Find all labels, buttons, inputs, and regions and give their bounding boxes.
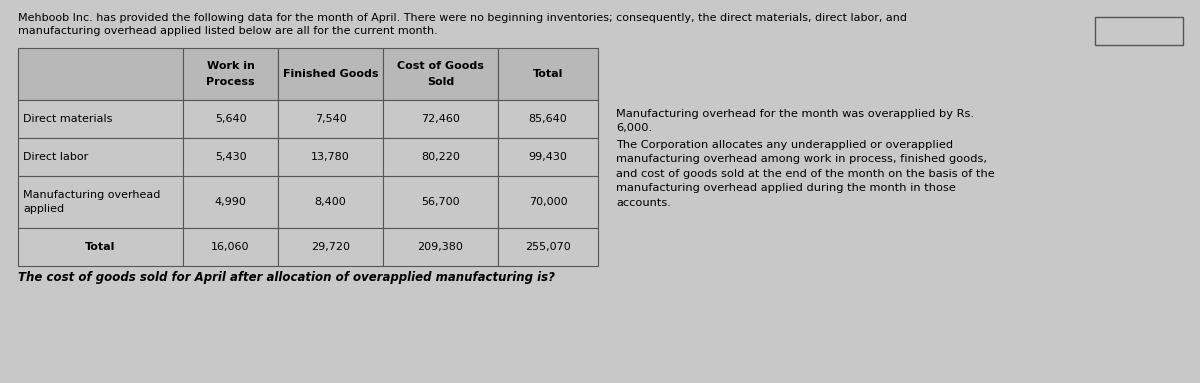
Text: The Corporation allocates any underapplied or overapplied
manufacturing overhead: The Corporation allocates any underappli…: [616, 140, 995, 208]
Text: Finished Goods: Finished Goods: [283, 69, 378, 79]
Text: applied: applied: [23, 204, 64, 214]
Bar: [18, 228, 182, 266]
Text: Manufacturing overhead: Manufacturing overhead: [23, 190, 161, 200]
Bar: [498, 100, 598, 138]
Bar: [498, 138, 598, 176]
Text: 5,640: 5,640: [215, 114, 246, 124]
Text: Process: Process: [206, 77, 254, 87]
Text: 5,430: 5,430: [215, 152, 246, 162]
Bar: [182, 138, 278, 176]
Bar: [278, 228, 383, 266]
Bar: [383, 138, 498, 176]
Text: Manufacturing overhead for the month was overapplied by Rs.
6,000.: Manufacturing overhead for the month was…: [616, 109, 974, 133]
Bar: [278, 176, 383, 228]
Text: Total: Total: [533, 69, 563, 79]
Text: 8,400: 8,400: [314, 197, 347, 207]
Text: 99,430: 99,430: [528, 152, 568, 162]
Text: 255,070: 255,070: [526, 242, 571, 252]
Text: 70,000: 70,000: [529, 197, 568, 207]
Text: Direct materials: Direct materials: [23, 114, 113, 124]
Bar: [1096, 17, 1183, 45]
Bar: [383, 48, 498, 100]
Bar: [498, 228, 598, 266]
Text: Total: Total: [85, 242, 115, 252]
Text: 29,720: 29,720: [311, 242, 350, 252]
Text: 85,640: 85,640: [529, 114, 568, 124]
Text: 13,780: 13,780: [311, 152, 350, 162]
Text: 80,220: 80,220: [421, 152, 460, 162]
Bar: [18, 138, 182, 176]
Text: 16,060: 16,060: [211, 242, 250, 252]
Text: 7,540: 7,540: [314, 114, 347, 124]
Text: 209,380: 209,380: [418, 242, 463, 252]
Bar: [278, 100, 383, 138]
Text: 56,700: 56,700: [421, 197, 460, 207]
Text: Mehboob Inc. has provided the following data for the month of April. There were : Mehboob Inc. has provided the following …: [18, 13, 907, 23]
Text: Direct labor: Direct labor: [23, 152, 89, 162]
Text: manufacturing overhead applied listed below are all for the current month.: manufacturing overhead applied listed be…: [18, 26, 438, 36]
Bar: [18, 100, 182, 138]
Text: Work in: Work in: [206, 61, 254, 71]
Bar: [383, 176, 498, 228]
Text: The cost of goods sold for April after allocation of overapplied manufacturing i: The cost of goods sold for April after a…: [18, 271, 554, 284]
Bar: [383, 228, 498, 266]
Bar: [182, 228, 278, 266]
Text: Cost of Goods: Cost of Goods: [397, 61, 484, 71]
Bar: [498, 176, 598, 228]
Bar: [498, 48, 598, 100]
Bar: [278, 138, 383, 176]
Bar: [182, 48, 278, 100]
Text: 72,460: 72,460: [421, 114, 460, 124]
Bar: [18, 48, 182, 100]
Bar: [278, 48, 383, 100]
Text: Sold: Sold: [427, 77, 454, 87]
Bar: [182, 100, 278, 138]
Bar: [383, 100, 498, 138]
Text: 4,990: 4,990: [215, 197, 246, 207]
Bar: [182, 176, 278, 228]
Bar: [18, 176, 182, 228]
